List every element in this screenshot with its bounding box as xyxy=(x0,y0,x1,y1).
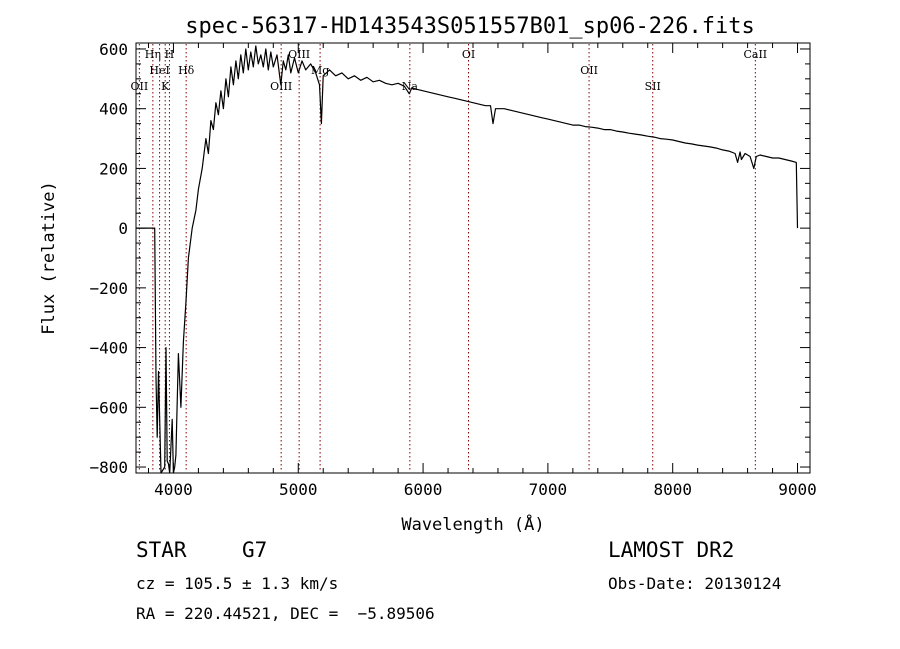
subclass: G7 xyxy=(242,538,268,562)
spectral-line-label: SII xyxy=(645,80,661,93)
y-axis-label: Flux (relative) xyxy=(39,181,59,335)
redshift-velocity: cz = 105.5 ± 1.3 km/s xyxy=(136,574,339,593)
y-tick-label: −400 xyxy=(89,339,128,358)
y-tick-label: 0 xyxy=(118,219,128,238)
x-tick-label: 4000 xyxy=(154,480,193,499)
spectral-line-label: Hδ xyxy=(178,64,195,77)
y-tick-label: 200 xyxy=(99,159,128,178)
y-tick-label: 600 xyxy=(99,40,128,59)
y-tick-label: 400 xyxy=(99,100,128,119)
plot-frame xyxy=(135,42,811,474)
spectral-line-label: CaII xyxy=(743,48,767,61)
spectral-line-label: Na xyxy=(402,80,419,93)
spectral-line-label: OIII xyxy=(270,80,292,93)
spectral-line-label: OII xyxy=(580,64,598,77)
x-tick-label: 9000 xyxy=(778,480,817,499)
spectral-line-label: OI xyxy=(462,48,475,61)
object-type: STAR xyxy=(136,538,187,562)
spectral-line-label: K xyxy=(161,80,170,93)
x-tick-label: 7000 xyxy=(529,480,568,499)
x-tick-label: 5000 xyxy=(279,480,318,499)
x-axis-label: Wavelength (Å) xyxy=(401,513,544,535)
x-axis: 4000 5000 6000 7000 8000 9000 xyxy=(147,43,817,499)
y-tick-label: −800 xyxy=(89,458,128,477)
spectrum-series xyxy=(136,45,799,474)
coordinates: RA = 220.44521, DEC = −5.89506 xyxy=(136,604,435,623)
y-tick-label: −600 xyxy=(89,398,128,417)
spectral-line-label: OIII xyxy=(288,48,310,61)
y-axis: −800 −600 −400 −200 0 200 400 600 xyxy=(89,40,810,477)
spectral-line-label: Hη xyxy=(145,48,161,61)
x-tick-label: 6000 xyxy=(404,480,443,499)
x-tick-label: 8000 xyxy=(653,480,692,499)
spectral-line-label: HeI xyxy=(149,64,169,77)
y-tick-label: −200 xyxy=(89,279,128,298)
obs-date: Obs-Date: 20130124 xyxy=(608,574,782,593)
spectral-line-label: OII xyxy=(131,80,149,93)
survey-name: LAMOST DR2 xyxy=(608,538,735,562)
spectrum-line xyxy=(136,45,799,474)
spectral-line-label: H xyxy=(165,48,175,61)
chart-title: spec-56317-HD143543S051557B01_sp06-226.f… xyxy=(185,14,755,39)
